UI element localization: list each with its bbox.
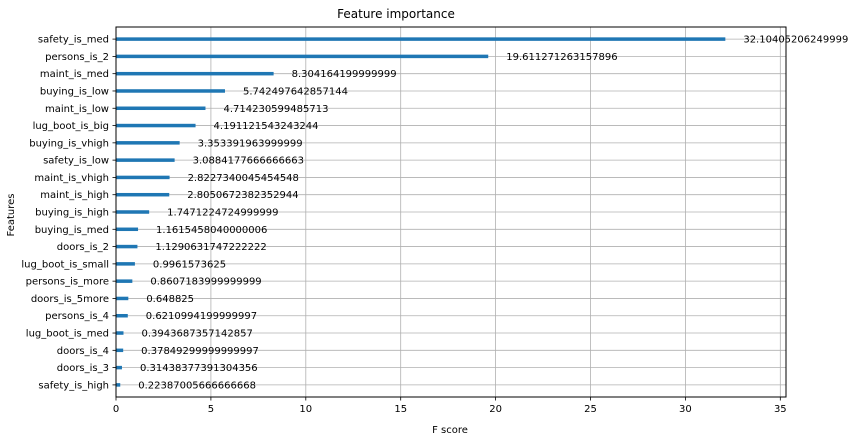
x-tick-label: 30 — [679, 404, 692, 415]
bar — [116, 106, 206, 111]
value-label: 0.37849299999999997 — [141, 346, 259, 357]
y-tick-label: persons_is_2 — [45, 52, 109, 63]
x-tick-label: 0 — [113, 404, 119, 415]
value-label: 3.0884177666666663 — [193, 156, 304, 167]
y-tick-label: persons_is_4 — [45, 311, 109, 322]
value-label: 3.353391963999999 — [198, 138, 303, 149]
x-tick-labels: 0 5 10 15 20 25 30 35 — [113, 397, 787, 415]
x-tick-label: 35 — [774, 404, 787, 415]
chart-title: Feature importance — [337, 7, 455, 21]
value-label: 0.3943687357142857 — [141, 329, 252, 340]
y-tick-label: maint_is_vhigh — [34, 173, 109, 184]
y-tick-label: buying_is_high — [35, 208, 109, 219]
y-tick-label: safety_is_low — [43, 156, 109, 167]
y-tick-label: doors_is_5more — [31, 294, 109, 305]
y-tick-label: maint_is_high — [40, 190, 109, 201]
value-label: 2.8227340045454548 — [188, 173, 299, 184]
bar — [116, 262, 135, 266]
value-label: 5.742497642857144 — [243, 86, 348, 97]
y-tick-label: lug_boot_is_big — [33, 121, 109, 132]
x-axis-label: F score — [432, 425, 468, 436]
bar — [116, 296, 129, 301]
bar — [116, 383, 121, 387]
bars — [116, 37, 726, 387]
x-tick-label: 15 — [394, 404, 407, 415]
x-tick-label: 5 — [208, 404, 214, 415]
bar — [116, 37, 726, 41]
value-label: 8.304164199999999 — [292, 69, 397, 80]
bar — [116, 279, 133, 283]
y-tick-label: buying_is_low — [40, 86, 109, 97]
y-tick-label: doors_is_4 — [57, 346, 109, 357]
y-axis-label: Features — [6, 194, 17, 237]
y-tick-label: maint_is_low — [45, 104, 109, 115]
bar — [116, 54, 489, 59]
bar — [116, 244, 138, 249]
value-label: 0.6210994199999997 — [146, 311, 257, 322]
bar — [116, 313, 128, 318]
bar — [116, 227, 139, 232]
x-tick-label: 10 — [299, 404, 312, 415]
y-tick-labels: safety_is_high doors_is_3 doors_is_4 lug_bo… — [21, 35, 116, 391]
value-label: 19.611271263157896 — [506, 52, 617, 63]
bar — [116, 175, 170, 180]
y-tick-label: maint_is_med — [40, 69, 109, 80]
bar — [116, 71, 274, 76]
value-label: 1.1290631747222222 — [155, 242, 266, 253]
value-label: 0.648825 — [146, 294, 194, 305]
x-tick-label: 25 — [584, 404, 597, 415]
bar — [116, 158, 175, 162]
value-label: 1.1615458040000006 — [156, 225, 267, 236]
bar — [116, 192, 170, 197]
y-tick-label: safety_is_med — [38, 35, 109, 46]
value-label: 0.22387005666666668 — [138, 380, 256, 391]
y-tick-label: doors_is_2 — [57, 242, 109, 253]
y-tick-label: lug_boot_is_med — [26, 329, 109, 340]
bar — [116, 89, 225, 93]
value-label: 32.10405206249999 — [743, 35, 848, 46]
y-tick-label: persons_is_more — [26, 277, 109, 288]
bar — [116, 210, 150, 214]
y-tick-label: lug_boot_is_small — [21, 259, 109, 270]
bar — [116, 123, 196, 128]
value-label: 4.714230599485713 — [223, 104, 328, 115]
y-tick-label: safety_is_high — [38, 380, 109, 391]
x-tick-label: 20 — [489, 404, 502, 415]
value-labels: 0.22387005666666668 0.31438377391304356 0.… — [138, 35, 848, 392]
value-label: 2.8050672382352944 — [187, 190, 298, 201]
bar — [116, 141, 180, 145]
value-label: 0.9961573625 — [153, 259, 226, 270]
bar — [116, 331, 124, 335]
y-tick-label: buying_is_vhigh — [29, 138, 109, 149]
value-label: 0.31438377391304356 — [140, 363, 258, 374]
bar — [116, 365, 122, 370]
value-label: 1.7471224724999999 — [167, 208, 278, 219]
value-label: 0.8607183999999999 — [150, 277, 261, 288]
value-label: 4.191121543243244 — [214, 121, 319, 132]
y-tick-label: doors_is_3 — [57, 363, 109, 374]
y-tick-label: buying_is_med — [35, 225, 109, 236]
bar — [116, 348, 124, 353]
